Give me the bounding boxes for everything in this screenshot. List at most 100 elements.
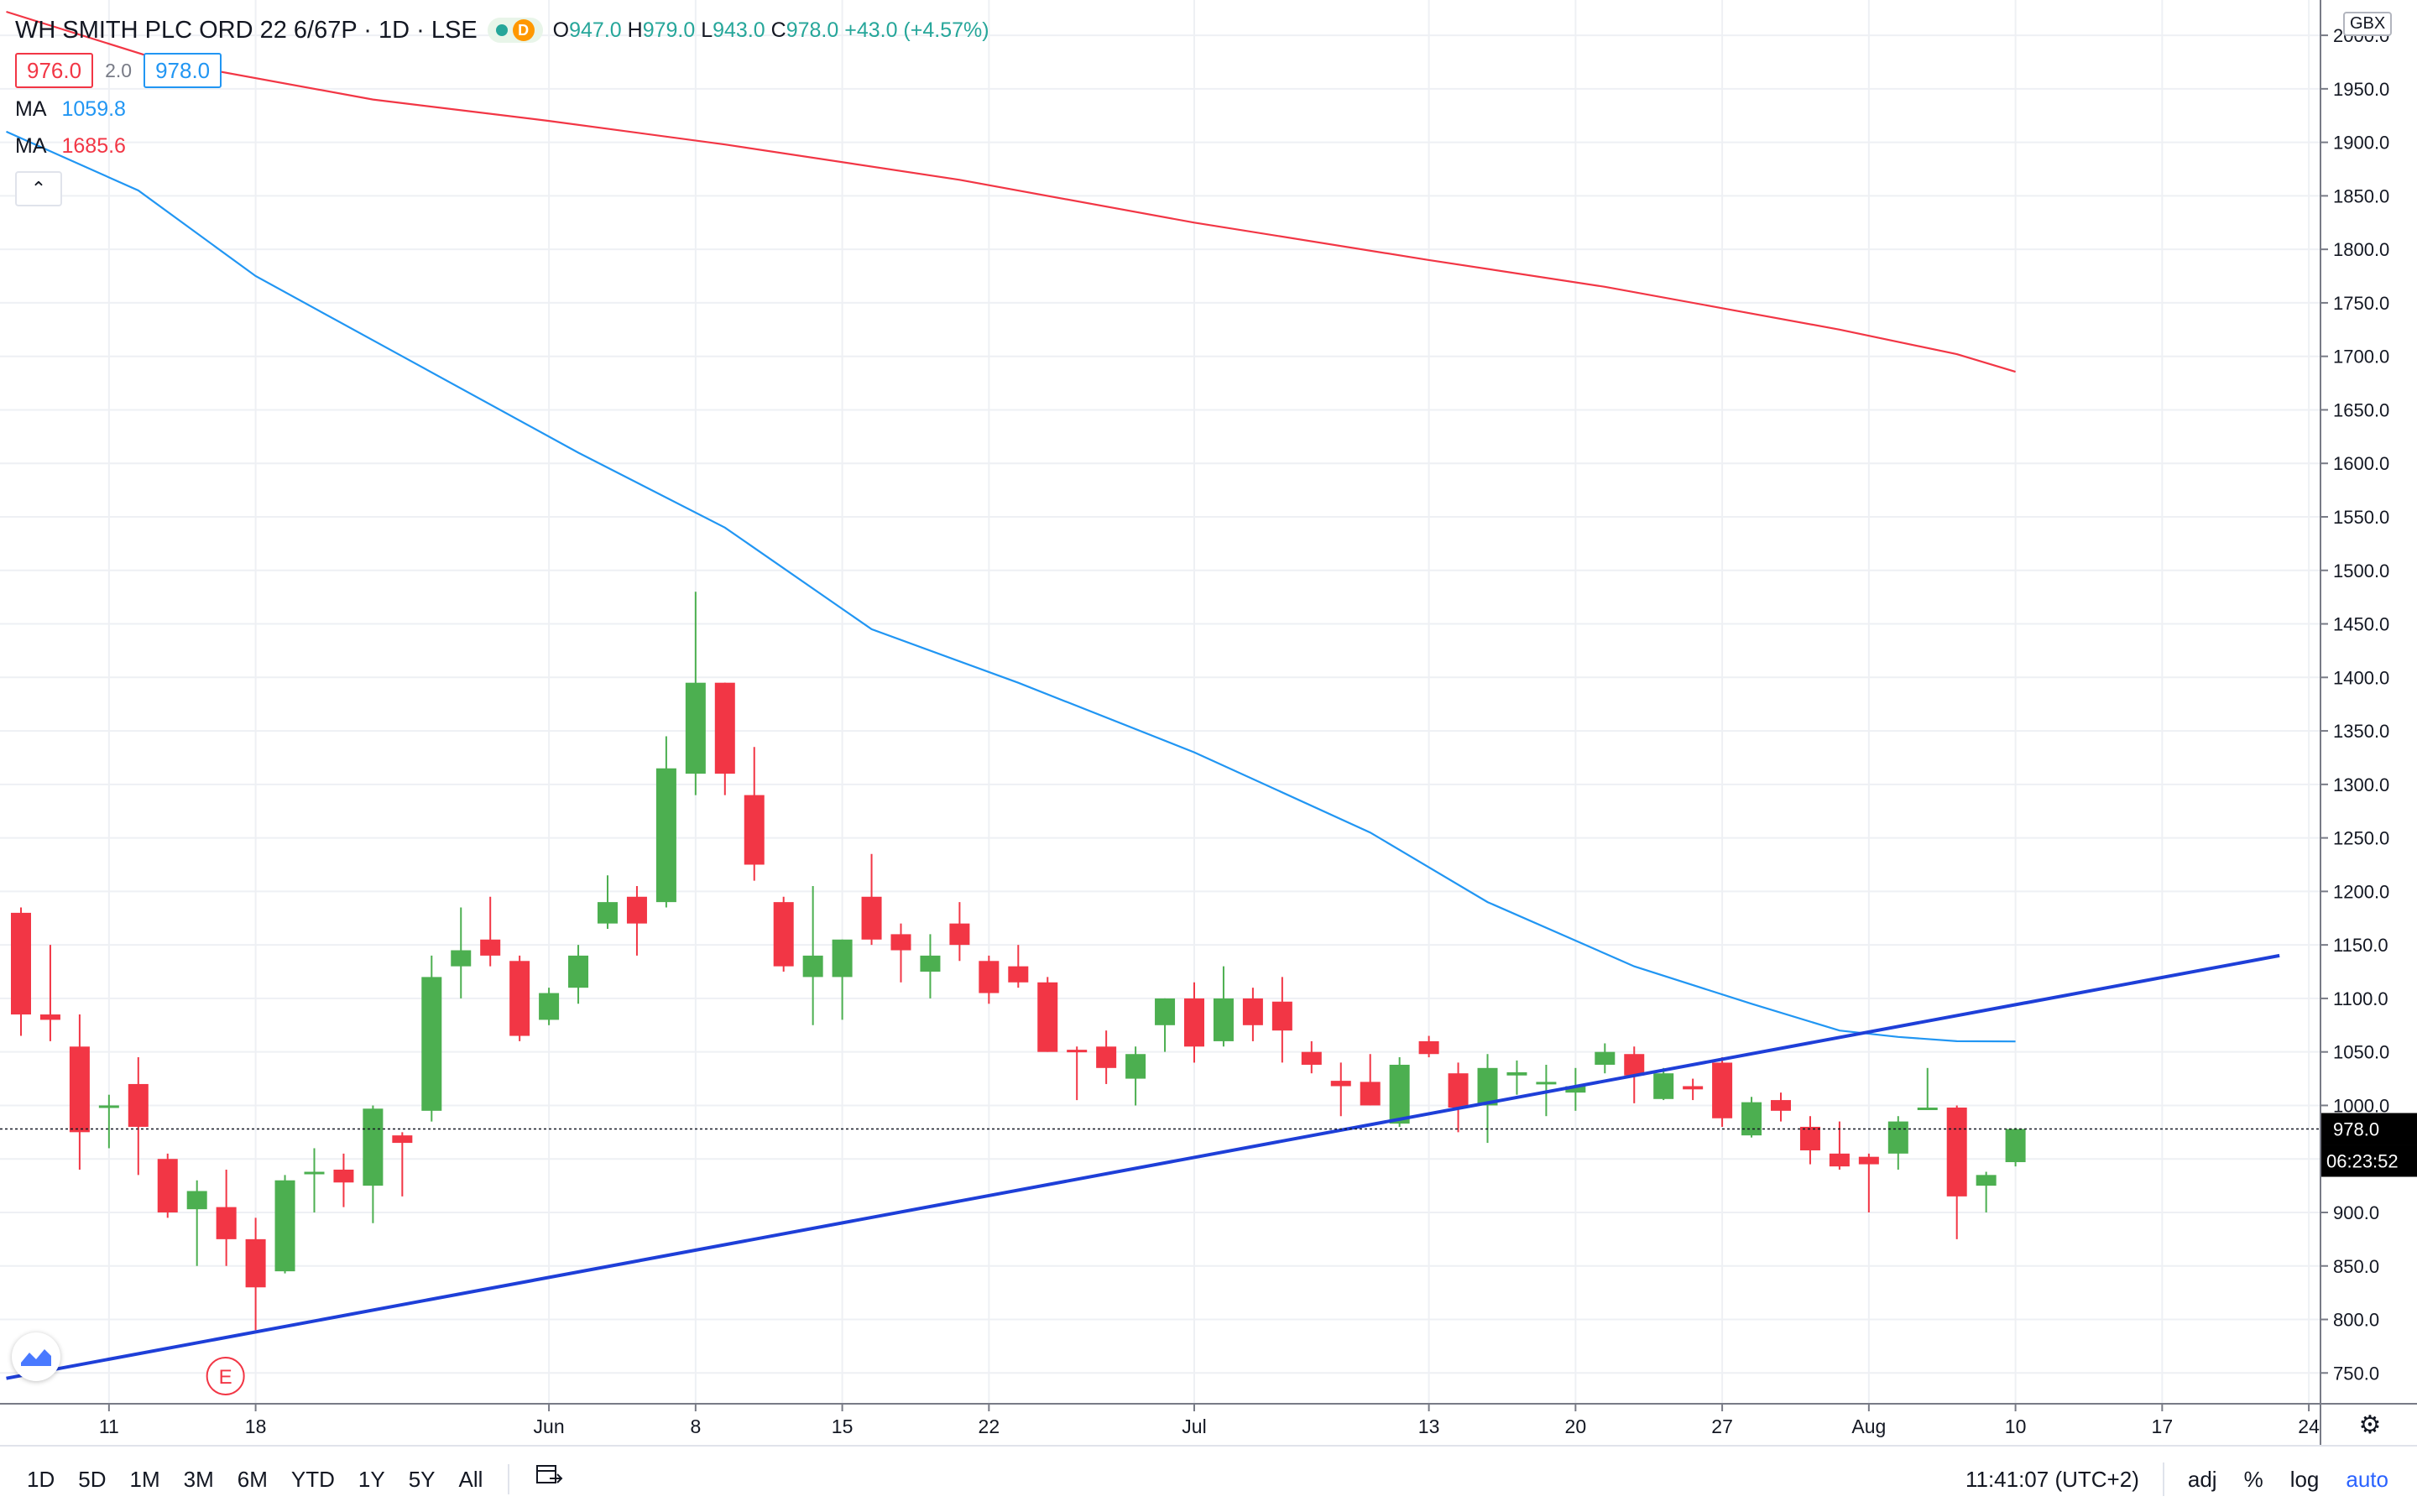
y-tick-label: 1150.0 bbox=[2333, 935, 2388, 956]
candle-body bbox=[1683, 1086, 1704, 1090]
candle bbox=[333, 1153, 354, 1207]
range-5y-button[interactable]: 5Y bbox=[408, 1467, 436, 1492]
x-tick-label: 10 bbox=[2005, 1416, 2027, 1437]
goto-date-button[interactable] bbox=[523, 1447, 575, 1512]
candles bbox=[11, 592, 2026, 1331]
candle bbox=[890, 923, 911, 983]
x-tick-label: 18 bbox=[245, 1416, 267, 1437]
candle-body bbox=[1712, 1062, 1733, 1118]
candle-body bbox=[1155, 998, 1176, 1025]
collapse-legend-button[interactable]: ⌃ bbox=[15, 171, 62, 206]
currency-label[interactable]: GBX bbox=[2343, 12, 2393, 36]
auto-scale-toggle[interactable]: auto bbox=[2346, 1467, 2388, 1492]
buy-button[interactable]: 978.0 bbox=[144, 53, 222, 88]
candle bbox=[157, 1153, 178, 1218]
indicator-ma-1[interactable]: MA 1059.8 bbox=[15, 89, 989, 129]
candle-body bbox=[421, 977, 442, 1111]
candle-body bbox=[1799, 1126, 1820, 1151]
candle bbox=[539, 988, 560, 1025]
candle bbox=[949, 902, 970, 962]
y-tick-label: 800.0 bbox=[2333, 1310, 2379, 1331]
ohlc-values: O947.0 H979.0 L943.0 C978.0 +43.0 (+4.57… bbox=[552, 18, 989, 42]
x-tick-label: 13 bbox=[1418, 1416, 1440, 1437]
candle bbox=[1271, 977, 1292, 1063]
candle bbox=[509, 955, 530, 1041]
price-axis[interactable]: 750.0800.0850.0900.0950.01000.01050.0110… bbox=[2320, 0, 2417, 1403]
x-tick-label: 24 bbox=[2298, 1416, 2320, 1437]
candle-body bbox=[802, 955, 823, 978]
candle bbox=[979, 955, 1000, 1004]
y-tick-label: 1950.0 bbox=[2333, 79, 2389, 100]
candle-body bbox=[1829, 1153, 1850, 1167]
candle-body bbox=[69, 1046, 90, 1133]
candle-body bbox=[128, 1083, 149, 1127]
tradingview-logo[interactable] bbox=[12, 1332, 60, 1381]
sell-button[interactable]: 976.0 bbox=[15, 53, 94, 88]
chart-settings-button[interactable]: ⚙ bbox=[2320, 1403, 2417, 1445]
delayed-data-badge: D bbox=[512, 19, 535, 41]
candle-body bbox=[1067, 1050, 1088, 1053]
range-5d-button[interactable]: 5D bbox=[78, 1467, 107, 1492]
chevron-up-icon: ⌃ bbox=[30, 178, 47, 199]
log-scale-toggle[interactable]: log bbox=[2289, 1467, 2320, 1492]
earnings-marker[interactable]: E bbox=[206, 1357, 245, 1395]
x-tick-label: Jun bbox=[534, 1416, 565, 1437]
time-axis[interactable]: 11 18 Jun 8 15 22 Jul 13 20 27 Aug 10 17 24 bbox=[0, 1403, 2320, 1445]
candle bbox=[11, 907, 31, 1036]
candle bbox=[920, 934, 941, 998]
candle-body bbox=[773, 902, 794, 967]
candle-body bbox=[685, 682, 706, 774]
candle-body bbox=[1330, 1081, 1351, 1087]
candle bbox=[1008, 945, 1029, 988]
candle-body bbox=[626, 896, 647, 924]
market-status-pill[interactable]: D bbox=[487, 18, 543, 43]
candle-body bbox=[1242, 998, 1263, 1025]
adjust-toggle[interactable]: adj bbox=[2187, 1467, 2217, 1492]
candle-body bbox=[451, 950, 472, 967]
candle bbox=[1037, 977, 1058, 1052]
candle-body bbox=[11, 912, 31, 1015]
range-all-button[interactable]: All bbox=[458, 1467, 483, 1492]
range-6m-button[interactable]: 6M bbox=[237, 1467, 268, 1492]
candle bbox=[598, 875, 618, 930]
indicator-ma-2[interactable]: MA 1685.6 bbox=[15, 126, 989, 166]
candle-body bbox=[832, 939, 853, 978]
y-tick-label: 1300.0 bbox=[2333, 774, 2389, 795]
candle bbox=[714, 682, 735, 795]
candle-body bbox=[1536, 1082, 1557, 1085]
candle bbox=[1887, 1116, 1908, 1170]
percent-scale-toggle[interactable]: % bbox=[2243, 1467, 2263, 1492]
market-open-icon bbox=[495, 24, 508, 36]
symbol-title[interactable]: WH SMITH PLC ORD 22 6/67P · 1D · LSE bbox=[15, 17, 478, 44]
candle bbox=[655, 736, 676, 908]
candle-body bbox=[1301, 1051, 1322, 1065]
candle bbox=[1418, 1035, 1439, 1058]
range-ytd-button[interactable]: YTD bbox=[290, 1467, 335, 1492]
y-tick-label: 1850.0 bbox=[2333, 185, 2389, 206]
y-tick-label: 850.0 bbox=[2333, 1256, 2379, 1277]
price-chart[interactable]: E bbox=[0, 0, 2320, 1403]
candle bbox=[1448, 1062, 1469, 1133]
range-selector: 1D 5D 1M 3M 6M YTD 1Y 5Y All bbox=[15, 1447, 575, 1512]
countdown-label: 06:23:52 bbox=[2326, 1151, 2399, 1172]
candle-body bbox=[1887, 1121, 1908, 1154]
earnings-marker-circle bbox=[206, 1357, 245, 1395]
candle-body bbox=[216, 1207, 237, 1239]
candle bbox=[1946, 1105, 1967, 1239]
range-1m-button[interactable]: 1M bbox=[129, 1467, 160, 1492]
candle-body bbox=[2005, 1129, 2026, 1163]
candle-body bbox=[1565, 1086, 1586, 1093]
calendar-arrow-icon bbox=[536, 1465, 563, 1483]
y-tick-label: 1350.0 bbox=[2333, 721, 2389, 742]
candle-body bbox=[480, 939, 501, 956]
candle bbox=[1683, 1078, 1704, 1101]
candle-body bbox=[245, 1238, 266, 1288]
timezone-clock[interactable]: 11:41:07 (UTC+2) bbox=[1965, 1462, 2164, 1496]
candle-body bbox=[1448, 1073, 1469, 1108]
ma-2-value: 1685.6 bbox=[61, 134, 126, 158]
range-3m-button[interactable]: 3M bbox=[183, 1467, 214, 1492]
candle-body bbox=[509, 961, 530, 1036]
trendline[interactable] bbox=[6, 953, 2280, 1380]
range-1d-button[interactable]: 1D bbox=[27, 1467, 55, 1492]
range-1y-button[interactable]: 1Y bbox=[358, 1467, 385, 1492]
